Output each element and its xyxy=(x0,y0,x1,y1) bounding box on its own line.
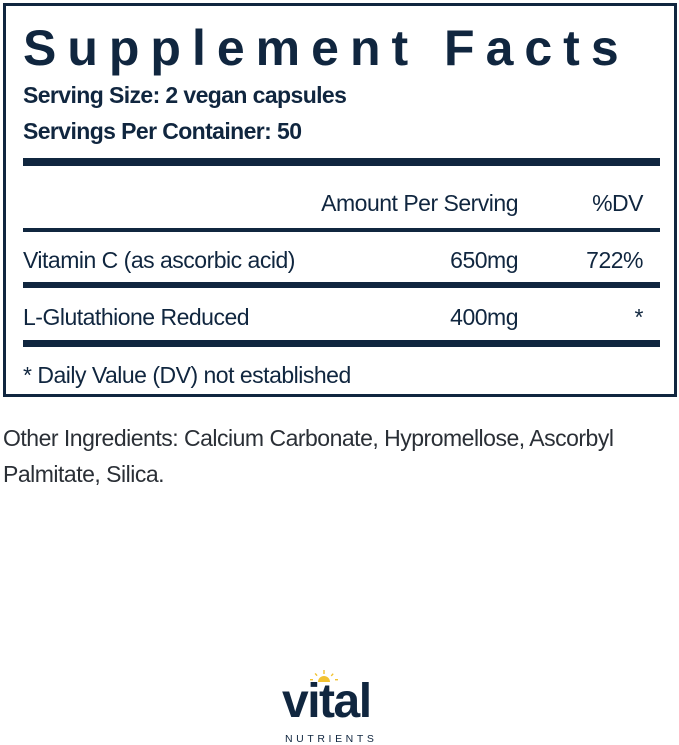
supplement-facts-panel: Supplement Facts Serving Size: 2 vegan c… xyxy=(3,3,677,397)
servings-per-container: Servings Per Container: 50 xyxy=(23,118,302,144)
nutrient-amount: 650mg xyxy=(450,247,518,273)
amount-header: Amount Per Serving xyxy=(321,190,518,216)
nutrient-row: Vitamin C (as ascorbic acid) 650mg 722% xyxy=(23,246,643,274)
nutrient-amount: 400mg xyxy=(450,304,518,330)
nutrient-name: L-Glutathione Reduced xyxy=(23,304,250,330)
divider-thick xyxy=(23,158,660,166)
column-header-row: Amount Per Serving %DV xyxy=(23,189,643,217)
nutrient-dv: 722% xyxy=(586,247,643,273)
divider xyxy=(23,282,660,288)
other-ingredients: Other Ingredients: Calcium Carbonate, Hy… xyxy=(3,425,614,487)
label-title: Supplement Facts xyxy=(23,20,630,76)
footnote: * Daily Value (DV) not established xyxy=(23,362,351,388)
sun-icon xyxy=(310,670,338,682)
nutrient-dv: * xyxy=(634,304,644,330)
divider xyxy=(23,228,660,232)
serving-size: Serving Size: 2 vegan capsules xyxy=(23,82,347,108)
nutrient-row: L-Glutathione Reduced 400mg * xyxy=(23,303,644,331)
dv-header: %DV xyxy=(592,190,643,216)
logo-sub: NUTRIENTS xyxy=(285,733,377,745)
logo-brand: vital xyxy=(282,675,371,728)
divider-thick xyxy=(23,340,660,347)
nutrient-name: Vitamin C (as ascorbic acid) xyxy=(23,247,295,273)
vital-nutrients-logo: vital NUTRIENTS xyxy=(282,670,377,745)
